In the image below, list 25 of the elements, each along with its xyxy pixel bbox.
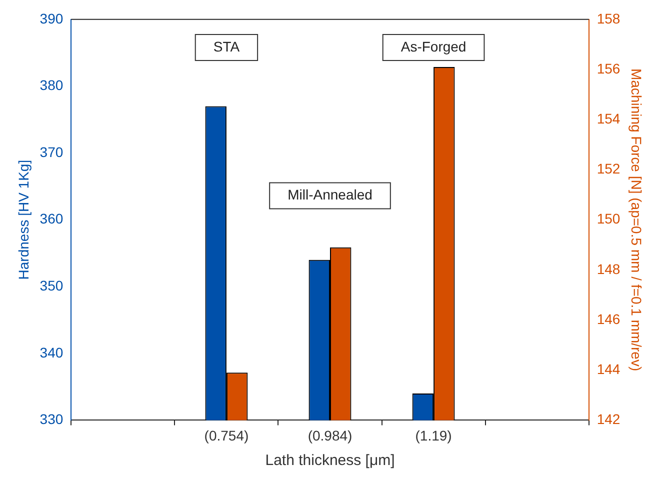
x-tick-label: (0.984) — [308, 427, 352, 444]
annotation: Mill-Annealed — [288, 186, 372, 203]
y2-tick-label: 154 — [596, 110, 620, 126]
x-tick-label: (0.754) — [204, 427, 249, 444]
y-tick-label: 350 — [40, 277, 64, 294]
y-tick-label: 360 — [40, 210, 64, 227]
y2-tick-label: 152 — [596, 160, 620, 177]
y2-tick-label: 158 — [596, 10, 620, 26]
y2-tick-label: 146 — [596, 310, 620, 327]
annotation: As-Forged — [400, 38, 466, 54]
y-tick-label: 340 — [40, 344, 64, 360]
y2-tick-label: 148 — [596, 260, 620, 277]
y2-tick-label: 150 — [596, 210, 620, 227]
y-axis-title: Hardness [HV 1Kg] — [15, 160, 32, 280]
y-tick-label: 390 — [40, 10, 64, 26]
x-axis-title: Lath thickness [μm] — [265, 452, 395, 470]
annotation: STA — [213, 38, 240, 54]
y-tick-label: 370 — [40, 144, 64, 160]
y2-tick-label: 144 — [596, 360, 620, 377]
y2-tick-label: 156 — [596, 60, 620, 76]
y-tick-label: 330 — [40, 411, 64, 428]
y2-tick-label: 142 — [596, 411, 620, 428]
y2-axis-title: Machining Force [N] (ap=0.5 mm / f=0.1 mm/rev) — [628, 68, 645, 372]
x-tick-label: (1.19) — [415, 427, 452, 444]
y-tick-label: 380 — [40, 77, 64, 94]
